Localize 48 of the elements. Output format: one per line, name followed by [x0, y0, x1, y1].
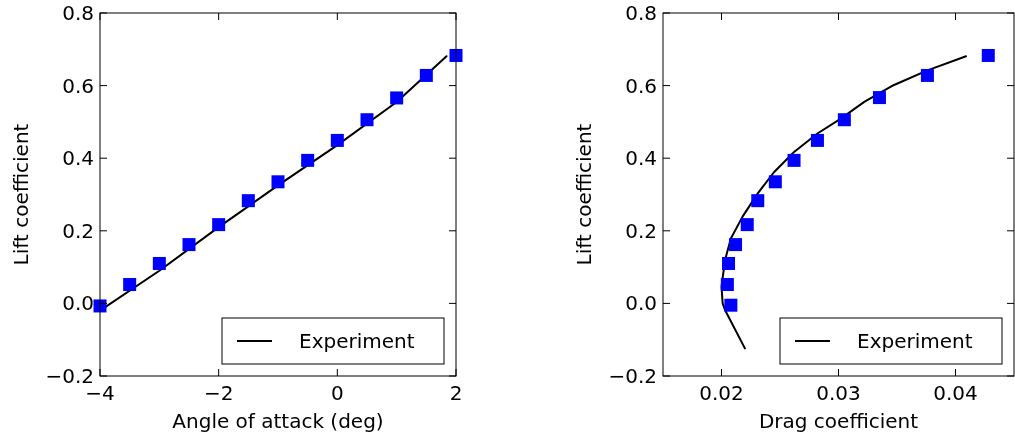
y-tick-label: 0.0	[62, 291, 94, 316]
point	[212, 218, 226, 232]
y-tick-label: 0.0	[625, 291, 657, 316]
y-tick-label: 0.2	[625, 218, 657, 243]
point	[241, 194, 255, 208]
x-tick-label: 0.04	[933, 381, 978, 405]
y-axis-title: Lift coefficient	[572, 123, 596, 266]
point	[768, 175, 782, 189]
point	[152, 256, 166, 270]
x-tick-label: 2	[449, 381, 463, 405]
y-axis-title: Lift coefficient	[9, 123, 33, 266]
point	[722, 256, 736, 270]
y-tick-label: −0.2	[608, 364, 657, 388]
point	[419, 68, 433, 82]
point	[981, 48, 995, 62]
y-tick-label: 0.4	[62, 146, 94, 171]
point	[360, 113, 374, 127]
point	[390, 91, 404, 105]
point	[182, 238, 196, 252]
point	[330, 133, 344, 147]
y-tick-label: 0.4	[625, 146, 657, 171]
legend-label: Experiment	[857, 329, 973, 353]
y-tick-label: 0.6	[62, 73, 94, 98]
y-tick-label: 0.6	[625, 73, 657, 98]
x-tick-label: −2	[203, 381, 234, 405]
y-tick-label: −0.2	[45, 364, 94, 388]
point	[271, 175, 285, 189]
point	[123, 278, 137, 292]
point	[740, 218, 754, 232]
x-tick-label: 0.03	[816, 381, 861, 405]
y-tick-label: 0.8	[62, 1, 94, 25]
point	[729, 238, 743, 252]
y-tick-label: 0.8	[625, 1, 657, 25]
point	[301, 153, 315, 167]
point	[787, 153, 801, 167]
legend-label: Experiment	[299, 329, 415, 353]
point	[810, 133, 824, 147]
point	[872, 91, 886, 105]
point	[724, 298, 738, 312]
x-axis-title: Drag coefficient	[758, 409, 919, 433]
y-tick-label: 0.2	[62, 218, 94, 243]
x-axis-title: Angle of attack (deg)	[172, 409, 384, 433]
x-tick-label: 0.02	[699, 381, 744, 405]
point	[751, 194, 765, 208]
point	[720, 278, 734, 292]
point	[837, 113, 851, 127]
x-tick-label: 0	[330, 381, 344, 405]
point	[920, 68, 934, 82]
